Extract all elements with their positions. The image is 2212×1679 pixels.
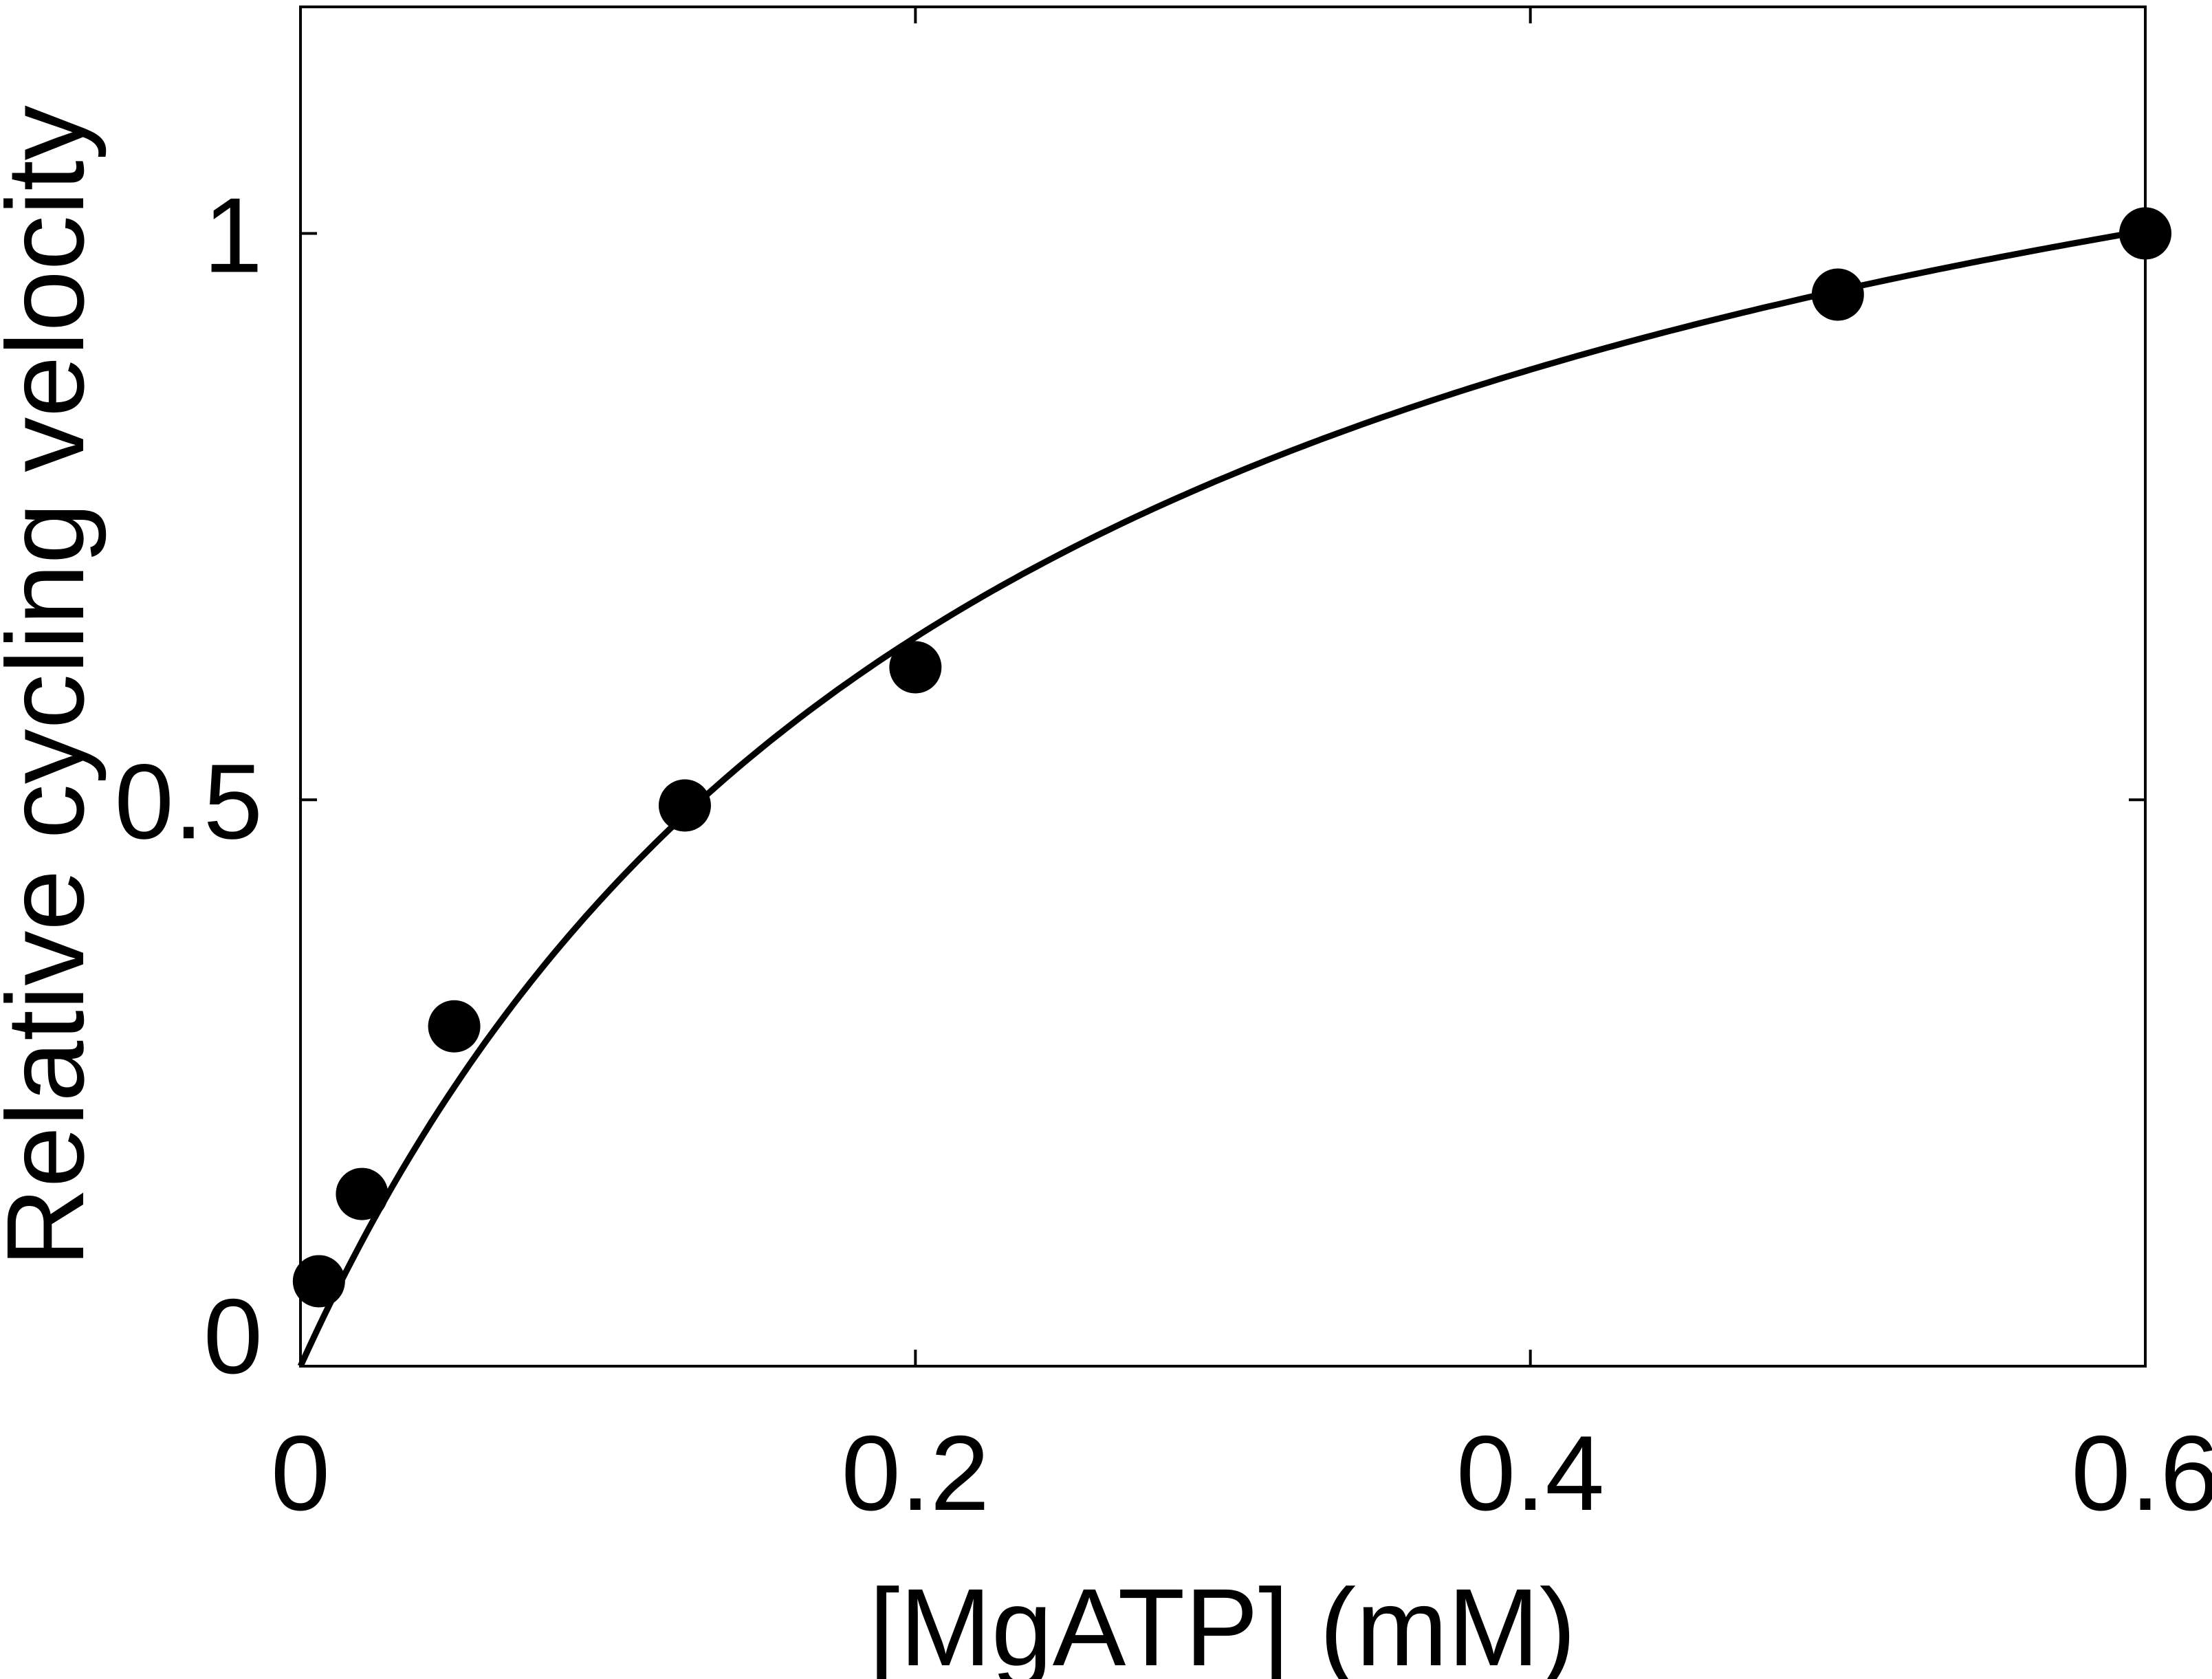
plot-frame [299,6,2147,1368]
y-axis-label: Relative cycling velocity [0,105,107,1267]
axis-ticks [299,7,2147,1368]
data-point [292,1255,345,1308]
fit-curve [297,228,2146,1368]
x-tick-label: 0.2 [842,1414,989,1533]
y-tick-label: 0 [204,1277,263,1396]
x-tick-label: 0 [271,1414,330,1533]
data-point [1811,268,1864,321]
x-tick-label: 0.6 [2071,1414,2212,1533]
data-points [292,207,2171,1308]
data-point [2119,207,2171,260]
tick-labels: 0 0.2 0.4 0.6 0 0.5 1 [115,176,2212,1533]
data-point [658,779,711,832]
x-tick-label: 0.4 [1456,1414,1604,1533]
data-point [889,641,942,694]
data-point [428,1000,481,1053]
x-axis-label: [MgATP] (mM) [869,1566,1576,1679]
y-tick-label: 0.5 [115,742,263,861]
data-point [336,1167,388,1220]
y-tick-label: 1 [204,176,263,295]
